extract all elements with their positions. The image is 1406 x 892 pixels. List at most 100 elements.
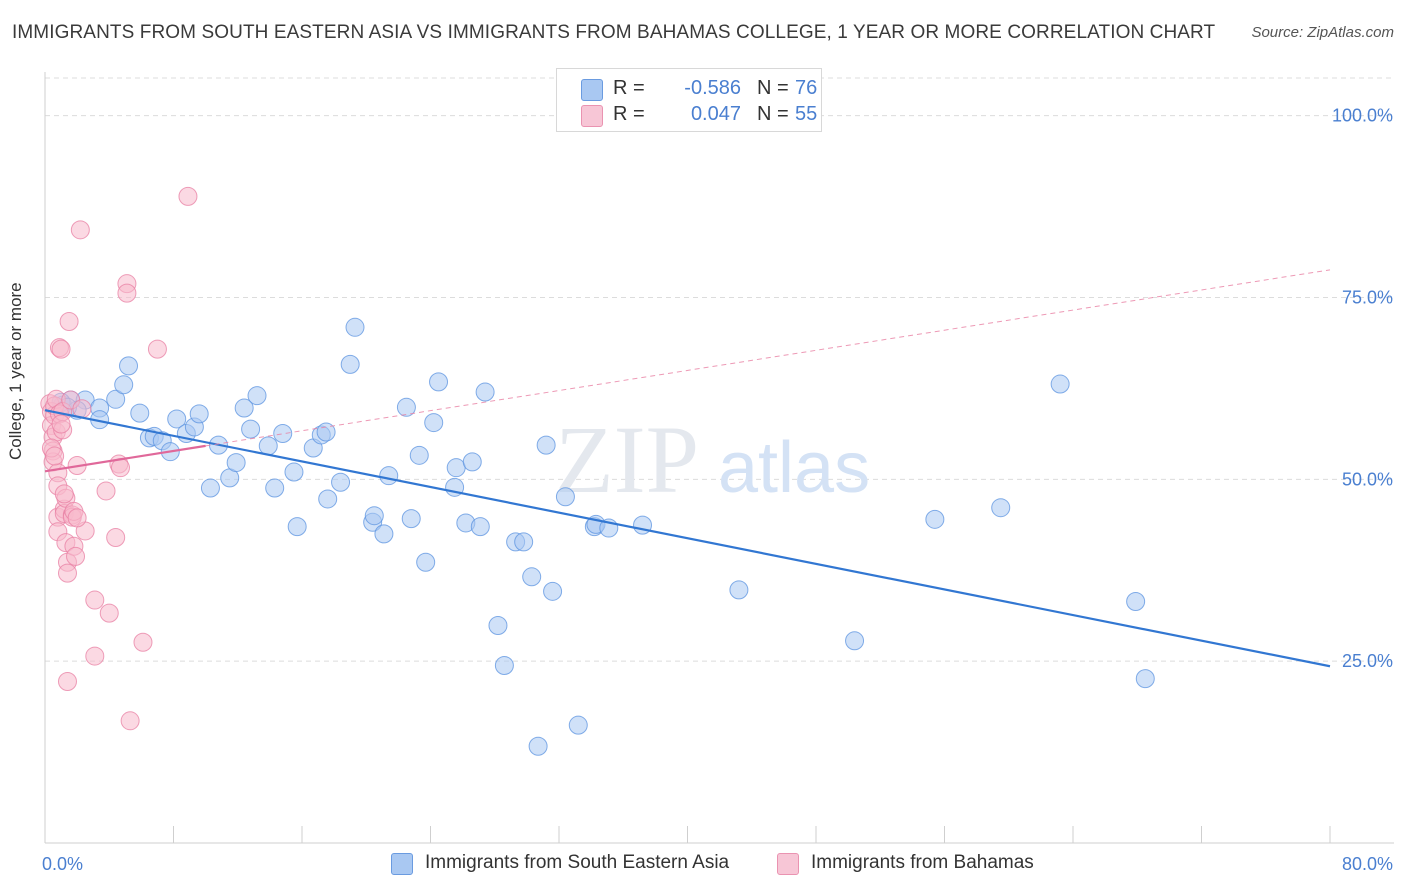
- point-south-eastern-asia: [331, 472, 351, 492]
- watermark-atlas: atlas: [718, 428, 870, 508]
- point-bahamas: [72, 399, 92, 419]
- legend-label: Immigrants from South Eastern Asia: [425, 852, 730, 873]
- point-south-eastern-asia: [396, 397, 416, 417]
- point-south-eastern-asia: [241, 419, 261, 439]
- y-tick-label: 50.0%: [1342, 469, 1393, 489]
- point-south-eastern-asia: [284, 462, 304, 482]
- y-tick-label: 100.0%: [1332, 106, 1393, 126]
- point-south-eastern-asia: [287, 517, 307, 537]
- point-bahamas: [66, 546, 86, 566]
- n-value: 55: [795, 103, 818, 125]
- point-south-eastern-asia: [189, 404, 209, 424]
- point-south-eastern-asia: [514, 532, 534, 552]
- point-south-eastern-asia: [401, 509, 421, 529]
- point-bahamas: [54, 484, 74, 504]
- point-south-eastern-asia: [340, 354, 360, 374]
- point-south-eastern-asia: [374, 524, 394, 544]
- point-bahamas: [117, 283, 137, 303]
- y-tick-label: 75.0%: [1342, 287, 1393, 307]
- point-south-eastern-asia: [226, 453, 246, 473]
- watermark: ZIP atlas: [555, 406, 870, 513]
- point-bahamas: [57, 563, 77, 583]
- point-south-eastern-asia: [462, 452, 482, 472]
- trend-line-south-eastern-asia: [44, 409, 1331, 668]
- point-bahamas: [147, 339, 167, 359]
- correlation-legend: R = -0.586 N = 76 R = 0.047 N = 55: [556, 68, 822, 132]
- point-south-eastern-asia: [119, 356, 139, 376]
- series-south-eastern-asia: [51, 317, 1155, 756]
- point-south-eastern-asia: [106, 389, 126, 409]
- point-bahamas: [99, 603, 119, 623]
- point-bahamas: [120, 711, 140, 731]
- point-south-eastern-asia: [845, 631, 865, 651]
- legend-swatch-blue: [391, 853, 413, 875]
- r-value: -0.586: [684, 77, 741, 99]
- point-bahamas: [96, 481, 116, 501]
- trend-lines: [44, 269, 1331, 668]
- r-label: R =: [613, 103, 645, 125]
- point-south-eastern-asia: [114, 375, 134, 395]
- point-south-eastern-asia: [1126, 592, 1146, 612]
- legend-swatch-blue: [581, 79, 603, 101]
- point-bahamas: [51, 339, 71, 359]
- point-south-eastern-asia: [265, 478, 285, 498]
- watermark-zip: ZIP: [555, 406, 699, 513]
- n-label: N =: [757, 103, 789, 125]
- point-south-eastern-asia: [470, 517, 490, 537]
- point-south-eastern-asia: [409, 445, 429, 465]
- r-label: R =: [613, 77, 645, 99]
- point-south-eastern-asia: [536, 435, 556, 455]
- point-south-eastern-asia: [167, 409, 187, 429]
- point-south-eastern-asia: [234, 398, 254, 418]
- series-bahamas: [40, 186, 198, 731]
- point-bahamas: [57, 672, 77, 692]
- point-south-eastern-asia: [130, 403, 150, 423]
- point-south-eastern-asia: [364, 506, 384, 526]
- point-south-eastern-asia: [345, 317, 365, 337]
- y-tick-label: 25.0%: [1342, 651, 1393, 671]
- tick-labels: 25.0% 50.0% 75.0% 100.0% 0.0% 80.0%: [42, 106, 1393, 874]
- point-south-eastern-asia: [318, 489, 338, 509]
- legend-label: Immigrants from Bahamas: [811, 852, 1034, 873]
- point-south-eastern-asia: [1050, 374, 1070, 394]
- point-bahamas: [178, 186, 198, 206]
- point-south-eastern-asia: [416, 552, 436, 572]
- point-south-eastern-asia: [247, 386, 267, 406]
- point-bahamas: [106, 528, 126, 548]
- trend-line-extended: [205, 269, 1331, 447]
- point-south-eastern-asia: [528, 736, 548, 756]
- y-axis-label: College, 1 year or more: [6, 282, 25, 460]
- point-bahamas: [70, 220, 90, 240]
- point-bahamas: [133, 632, 153, 652]
- legend-swatch-pink: [777, 853, 799, 875]
- chart-title: IMMIGRANTS FROM SOUTH EASTERN ASIA VS IM…: [12, 22, 1216, 43]
- r-value: 0.047: [690, 103, 741, 125]
- point-bahamas: [85, 590, 105, 610]
- point-south-eastern-asia: [494, 656, 514, 676]
- point-bahamas: [59, 311, 79, 331]
- point-south-eastern-asia: [475, 382, 495, 402]
- point-south-eastern-asia: [424, 413, 444, 433]
- point-bahamas: [85, 646, 105, 666]
- point-south-eastern-asia: [522, 567, 542, 587]
- source-credit: Source: ZipAtlas.com: [1251, 24, 1394, 41]
- point-bahamas: [51, 414, 71, 434]
- point-south-eastern-asia: [429, 372, 449, 392]
- point-south-eastern-asia: [991, 498, 1011, 518]
- point-south-eastern-asia: [446, 458, 466, 478]
- point-bahamas: [67, 508, 87, 528]
- point-south-eastern-asia: [273, 423, 293, 443]
- point-south-eastern-asia: [379, 466, 399, 486]
- x-tick-label: 0.0%: [42, 854, 83, 874]
- legend-swatch-pink: [581, 105, 603, 127]
- series-legend: Immigrants from South Eastern Asia Immig…: [0, 851, 1406, 879]
- n-value: 76: [795, 77, 818, 99]
- point-south-eastern-asia: [543, 581, 563, 601]
- point-south-eastern-asia: [200, 478, 220, 498]
- point-south-eastern-asia: [488, 616, 508, 636]
- point-south-eastern-asia: [1135, 669, 1155, 689]
- point-south-eastern-asia: [568, 715, 588, 735]
- point-bahamas: [45, 446, 65, 466]
- point-south-eastern-asia: [729, 580, 749, 600]
